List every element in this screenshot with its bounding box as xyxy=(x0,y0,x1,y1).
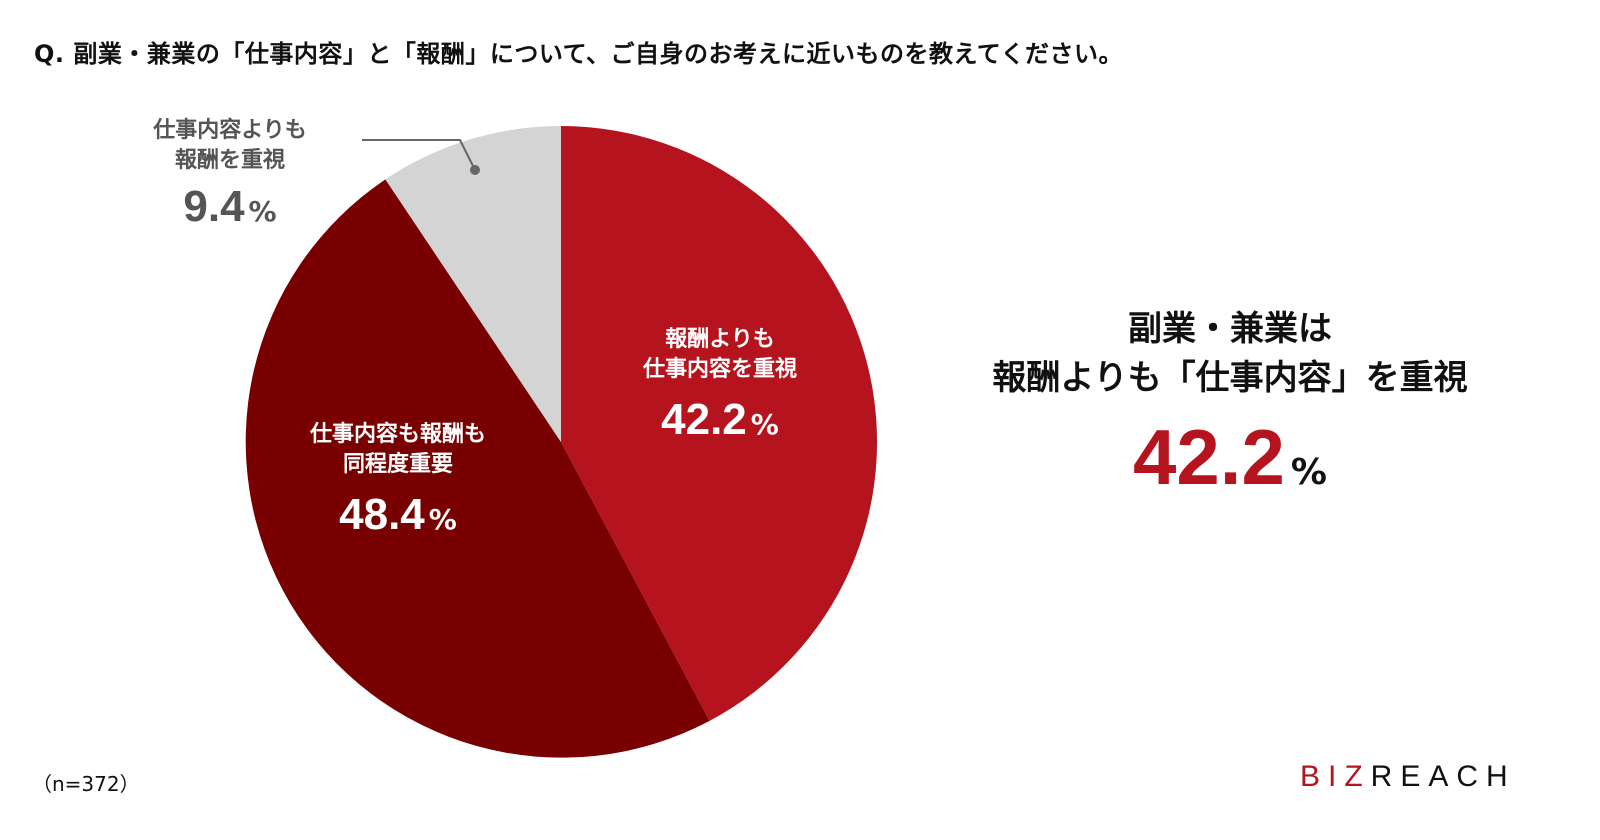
label-pay-over-content: 仕事内容よりも 報酬を重視 9.4% xyxy=(153,118,307,232)
label-equal-importance: 仕事内容も報酬も 同程度重要 48.4% xyxy=(309,422,486,540)
leader-dot xyxy=(470,165,480,175)
leader-line xyxy=(362,139,476,171)
summary-callout: 副業・兼業は 報酬よりも「仕事内容」を重視 42.2% xyxy=(992,309,1468,501)
sample-size: （n=372） xyxy=(32,772,140,796)
slice-pay-over-content xyxy=(385,126,561,442)
bizreach-logo: BIZREACH xyxy=(1300,760,1516,793)
slice-equal-importance xyxy=(245,179,710,758)
chart-title: Q. 副業・兼業の「仕事内容」と「報酬」について、ご自身のお考えに近いものを教え… xyxy=(34,40,1124,68)
slice-content-over-pay xyxy=(561,126,878,721)
label-content-over-pay: 報酬よりも 仕事内容を重視 42.2% xyxy=(642,327,797,445)
